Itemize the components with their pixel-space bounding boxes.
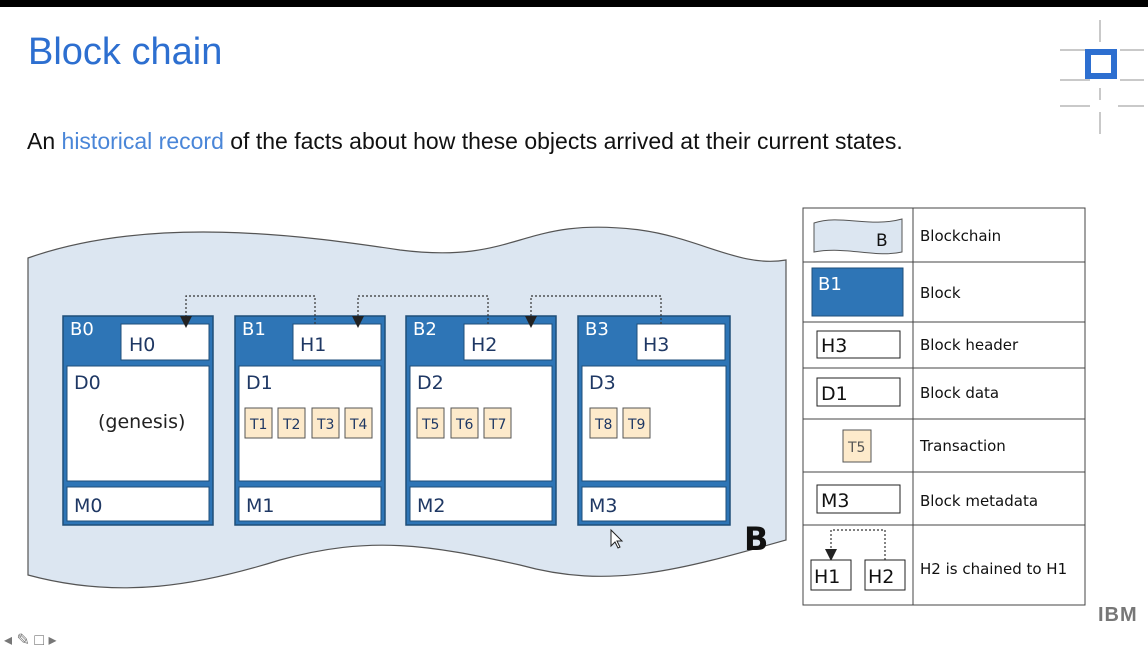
transaction: T1 xyxy=(244,407,273,439)
subtitle-after: of the facts about how these objects arr… xyxy=(223,128,903,154)
block-header-box xyxy=(636,323,726,361)
legend-block-sample-label: B1 xyxy=(818,274,842,295)
block-label: B0 xyxy=(70,319,94,340)
svg-text:T6: T6 xyxy=(455,417,474,433)
svg-text:T2: T2 xyxy=(282,417,300,433)
corner-logo-icon xyxy=(1060,20,1144,134)
chain-link-h3-h2 xyxy=(525,295,662,328)
block-data-note: (genesis) xyxy=(98,411,185,433)
block-metadata: M1 xyxy=(246,495,274,517)
legend-metadata-sample-label: M3 xyxy=(821,490,849,512)
block-header-box xyxy=(120,323,210,361)
transaction: T6 xyxy=(450,407,479,439)
legend-header-sample-label: H3 xyxy=(821,335,847,357)
block-header: H0 xyxy=(129,334,155,356)
block-label: B3 xyxy=(585,319,609,340)
legend-block-desc: Block xyxy=(920,284,961,302)
block-label: B2 xyxy=(413,319,437,340)
legend-transaction-desc: Transaction xyxy=(919,437,1006,455)
legend-header-sample xyxy=(816,330,901,359)
block-label: B1 xyxy=(242,319,266,340)
legend-blockchain-desc: Blockchain xyxy=(920,227,1001,245)
legend-data-desc: Block data xyxy=(920,384,999,402)
legend-transaction-sample-label: T5 xyxy=(847,440,865,456)
legend-header-desc: Block header xyxy=(920,336,1019,354)
block-metadata: M2 xyxy=(417,495,445,517)
svg-text:T1: T1 xyxy=(249,417,267,433)
block-b3: B3 H3 D3 T8 T9 M3 xyxy=(577,315,731,526)
block-data: D2 xyxy=(417,372,444,394)
block-header: H1 xyxy=(300,334,326,356)
block-header: H2 xyxy=(471,334,497,356)
block-data: D0 xyxy=(74,372,101,394)
chain-link-h1-h0 xyxy=(180,295,316,328)
svg-text:T7: T7 xyxy=(488,417,506,433)
transaction: T2 xyxy=(277,407,306,439)
legend-transaction-sample xyxy=(842,429,872,463)
legend-chain-right-label: H2 xyxy=(868,566,894,588)
block-header-box xyxy=(463,323,553,361)
legend-chain-desc: H2 is chained to H1 xyxy=(920,560,1067,578)
legend-chain-arrow xyxy=(825,529,886,561)
block-b1: B1 H1 D1 T1 T2 T3 T4 M1 xyxy=(234,315,386,526)
slide-title: Block chain xyxy=(28,31,223,73)
transaction: T4 xyxy=(344,407,373,439)
block-metadata-box xyxy=(409,486,553,522)
block-header-box xyxy=(292,323,382,361)
block-header: H3 xyxy=(643,334,669,356)
chain-link-h2-h1 xyxy=(352,295,489,328)
slide-nav-icons[interactable]: ◂ ✎ □ ▸ xyxy=(4,632,57,649)
top-bar xyxy=(0,0,1148,7)
block-metadata: M0 xyxy=(74,495,102,517)
transaction: T5 xyxy=(416,407,445,439)
subtitle-highlight: historical record xyxy=(61,128,224,154)
mouse-cursor-icon xyxy=(610,528,624,549)
ibm-logo: IBM xyxy=(1098,604,1138,626)
block-data: D1 xyxy=(246,372,273,394)
legend-metadata-desc: Block metadata xyxy=(920,492,1038,510)
block-metadata: M3 xyxy=(589,495,617,517)
subtitle-before: An xyxy=(27,128,62,154)
legend-metadata-sample xyxy=(816,484,901,514)
block-metadata-box xyxy=(581,486,727,522)
transaction: T9 xyxy=(622,407,651,439)
transaction: T3 xyxy=(311,407,340,439)
legend-table: B Blockchain B1 Block H3 Block header D1… xyxy=(802,207,1086,606)
block-metadata-box xyxy=(238,486,382,522)
svg-text:T3: T3 xyxy=(316,417,334,433)
legend-chain-right-box xyxy=(864,559,906,591)
block-b2: B2 H2 D2 T5 T6 T7 M2 xyxy=(405,315,557,526)
svg-text:T9: T9 xyxy=(627,417,645,433)
legend-data-sample xyxy=(816,377,901,407)
legend-block-sample xyxy=(811,267,904,317)
transaction: T7 xyxy=(483,407,512,439)
svg-text:T4: T4 xyxy=(349,417,368,433)
legend-blockchain-sample-label: B xyxy=(876,231,888,251)
legend-data-sample-label: D1 xyxy=(821,383,848,405)
legend-chain-left-label: H1 xyxy=(814,566,840,588)
block-data-box xyxy=(66,365,210,482)
legend-chain-left-box xyxy=(810,559,852,591)
legend-blockchain-sample xyxy=(813,218,903,255)
svg-text:T5: T5 xyxy=(421,417,439,433)
slide-subtitle: An historical record of the facts about … xyxy=(27,128,903,155)
block-metadata-box xyxy=(66,486,210,522)
transaction: T8 xyxy=(589,407,618,439)
block-data: D3 xyxy=(589,372,616,394)
chain-label: B xyxy=(744,520,768,558)
block-b0: B0 H0 D0 (genesis) M0 xyxy=(62,315,214,526)
svg-text:T8: T8 xyxy=(594,417,612,433)
